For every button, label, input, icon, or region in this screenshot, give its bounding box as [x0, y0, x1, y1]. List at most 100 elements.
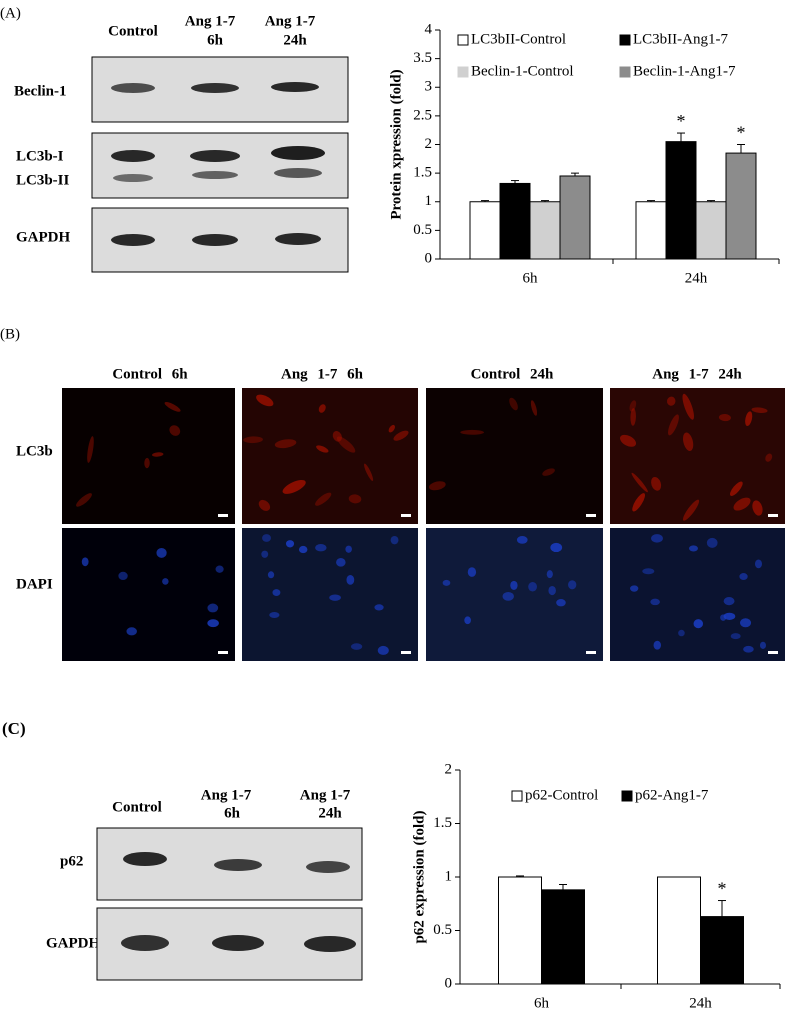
cell	[745, 411, 753, 426]
y-axis-label: p62 expression (fold)	[411, 810, 427, 943]
scale-bar	[768, 514, 778, 517]
error-bar	[707, 200, 715, 202]
legend-swatch	[619, 34, 631, 46]
nucleus	[81, 557, 89, 567]
blot-band	[304, 936, 356, 952]
nucleus	[678, 629, 685, 637]
bar	[657, 876, 701, 985]
blot-band	[190, 150, 240, 162]
cell	[668, 414, 679, 436]
legend-swatch	[511, 790, 523, 802]
scale-bar	[218, 651, 228, 654]
cell	[169, 425, 181, 436]
blot-band	[214, 859, 262, 871]
cell	[388, 424, 395, 433]
nucleus	[516, 536, 528, 544]
micrograph	[610, 528, 785, 661]
nucleus	[651, 534, 663, 543]
bar	[529, 201, 561, 260]
error-bar	[559, 883, 567, 890]
cell	[316, 445, 329, 453]
scale-bar	[586, 514, 596, 517]
cell	[336, 436, 356, 453]
cell	[765, 453, 773, 462]
bar	[498, 876, 542, 985]
y-tick-label: 0.5	[433, 922, 452, 938]
cell	[620, 434, 637, 447]
nucleus	[329, 594, 341, 601]
legend-label: LC3bII-Ang1-7	[633, 31, 728, 47]
y-tick-label: 2.5	[413, 107, 432, 123]
cell	[509, 397, 518, 411]
legend-label: Beclin-1-Control	[471, 63, 573, 79]
y-tick-label: 0	[445, 975, 453, 991]
y-tick-label: 4	[425, 21, 433, 37]
x-tick-label: 6h	[523, 270, 539, 286]
cell	[752, 500, 763, 516]
blot-band	[123, 852, 167, 866]
nucleus	[568, 580, 577, 590]
scale-bar	[218, 514, 228, 517]
cell	[332, 431, 342, 442]
panel-label: (C)	[2, 719, 26, 738]
nucleus	[336, 558, 346, 567]
blot-band	[275, 233, 321, 245]
y-tick-label: 3	[425, 79, 433, 95]
nucleus	[442, 579, 451, 586]
cell	[282, 479, 306, 494]
image-header: Control 6h	[112, 366, 188, 382]
legend-label: p62-Ang1-7	[635, 787, 709, 803]
cell	[718, 413, 731, 422]
cell	[631, 472, 648, 493]
cell	[87, 436, 94, 463]
cell	[730, 481, 743, 497]
legend-swatch	[457, 66, 469, 78]
nucleus	[345, 545, 352, 553]
blot-row-label: LC3b-II	[16, 172, 70, 188]
blot-row-label: LC3b-I	[16, 148, 64, 164]
legend-label: Beclin-1-Ang1-7	[633, 63, 736, 79]
blot-band	[111, 150, 155, 162]
cell	[144, 457, 150, 469]
y-tick-label: 1.5	[433, 815, 452, 831]
cell	[243, 436, 263, 444]
nucleus	[315, 544, 327, 552]
y-tick-label: 0.5	[413, 222, 432, 238]
cell	[683, 432, 694, 451]
legend-swatch	[457, 34, 469, 46]
legend-label: LC3bII-Control	[471, 31, 566, 47]
blot-band	[274, 168, 322, 178]
blot-row-label: p62	[60, 853, 83, 869]
error-bar	[647, 200, 655, 202]
image-header: Control 24h	[471, 366, 554, 382]
blot-row-label: GAPDH	[16, 229, 70, 245]
nucleus	[502, 592, 514, 601]
blot-image	[91, 132, 349, 199]
blot-band	[271, 146, 325, 160]
blot-header: Ang 1-7	[201, 787, 252, 803]
bar	[635, 201, 667, 260]
nucleus	[723, 597, 735, 606]
cell	[682, 499, 700, 521]
image-header: Ang 1-7 24h	[652, 366, 742, 382]
cell	[630, 408, 636, 426]
legend-swatch	[619, 66, 631, 78]
y-tick-label: 1.5	[413, 165, 432, 181]
scale-bar	[586, 651, 596, 654]
nucleus	[630, 585, 639, 592]
panel-label: (B)	[0, 326, 20, 342]
nucleus	[720, 614, 727, 621]
scale-bar	[768, 651, 778, 654]
nucleus	[298, 545, 308, 554]
nucleus	[528, 582, 537, 592]
micrograph	[242, 388, 418, 524]
y-tick-label: 3.5	[413, 50, 432, 66]
nucleus	[693, 619, 704, 629]
nucleus	[118, 571, 128, 581]
cell	[632, 493, 646, 512]
bar	[469, 201, 501, 260]
blot-band	[191, 83, 239, 93]
significance-mark: *	[737, 123, 746, 143]
cell	[315, 492, 332, 506]
blot-band	[113, 174, 153, 182]
